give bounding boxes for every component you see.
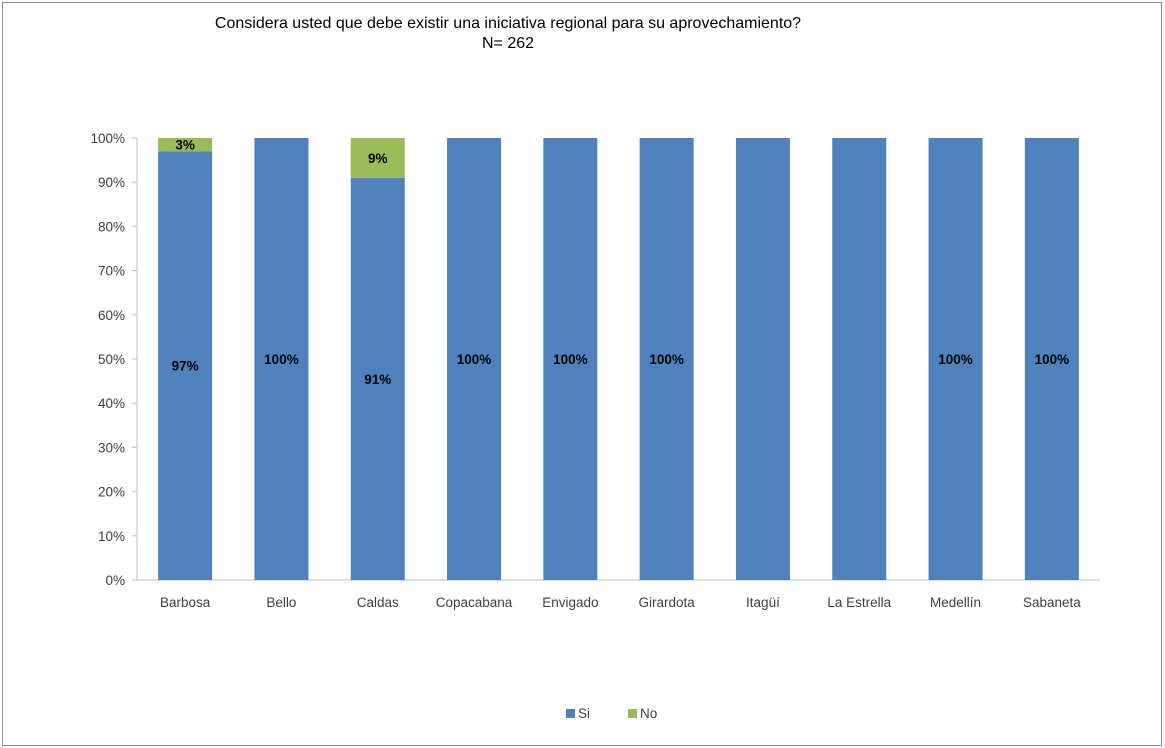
data-label: 100% — [264, 352, 299, 367]
y-tick-label: 40% — [98, 396, 125, 411]
data-label: 91% — [364, 372, 391, 387]
y-tick-label: 70% — [98, 264, 125, 279]
y-tick-label: 100% — [90, 131, 125, 146]
x-tick-label: Itagüí — [746, 595, 780, 610]
legend-label: Si — [578, 706, 590, 721]
legend-swatch-si — [566, 709, 575, 718]
x-tick-label: Girardota — [639, 595, 696, 610]
x-tick-label: Barbosa — [160, 595, 211, 610]
chart-subtitle: N= 262 — [481, 35, 535, 52]
y-tick-label: 50% — [98, 352, 125, 367]
y-tick-label: 80% — [98, 219, 125, 234]
bar-segment-si — [735, 138, 790, 580]
bar-segment-no — [350, 138, 405, 178]
x-tick-label: Caldas — [357, 595, 399, 610]
data-label: 100% — [457, 352, 492, 367]
bar-segment-si — [543, 138, 598, 580]
bar-segment-si — [1024, 138, 1079, 580]
y-tick-label: 0% — [105, 573, 125, 588]
legend-label: No — [640, 706, 657, 721]
bar-segment-si — [447, 138, 502, 580]
x-tick-label: Bello — [266, 595, 296, 610]
x-tick-label: Envigado — [542, 595, 598, 610]
y-tick-label: 20% — [98, 485, 125, 500]
bar-segment-si — [928, 138, 983, 580]
chart-title: Considera usted que debe existir una ini… — [214, 15, 802, 32]
legend-swatch-no — [628, 709, 637, 718]
bar-segment-si — [254, 138, 309, 580]
data-label: 100% — [553, 352, 588, 367]
data-label: 97% — [172, 359, 199, 374]
y-tick-label: 30% — [98, 440, 125, 455]
data-label: 100% — [1035, 352, 1070, 367]
y-tick-label: 10% — [98, 529, 125, 544]
data-label: 100% — [649, 352, 684, 367]
bar-segment-no — [158, 138, 213, 152]
data-label: 9% — [368, 151, 388, 166]
x-tick-label: La Estrella — [827, 595, 891, 610]
data-label: 100% — [938, 352, 973, 367]
x-tick-label: Copacabana — [436, 595, 513, 610]
bar-segment-si — [832, 138, 887, 580]
y-tick-label: 90% — [98, 175, 125, 190]
data-label: 3% — [175, 138, 195, 153]
x-tick-label: Medellín — [930, 595, 981, 610]
bar-segment-si — [639, 138, 694, 580]
y-tick-label: 60% — [98, 308, 125, 323]
chart-title-block: Considera usted que debe existir una ini… — [0, 14, 1016, 54]
bar-segment-si — [158, 151, 213, 580]
x-tick-label: Sabaneta — [1023, 595, 1081, 610]
bar-segment-si — [350, 177, 405, 580]
